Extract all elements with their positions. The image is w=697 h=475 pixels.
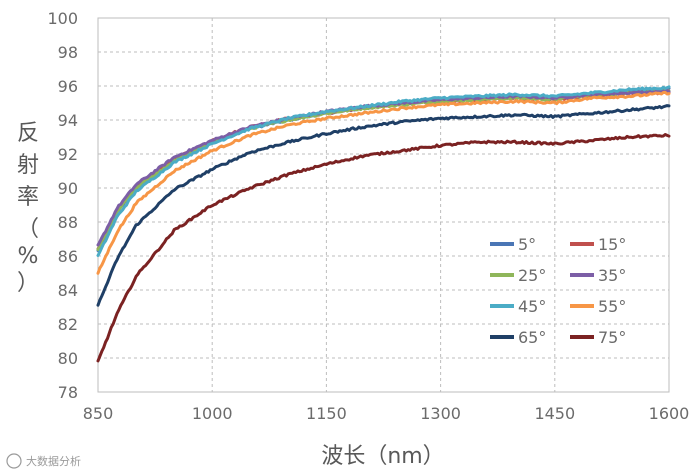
y-tick-label: 92 [58, 145, 78, 164]
x-tick-label: 850 [83, 404, 114, 423]
y-tick-label: 84 [58, 281, 78, 300]
y-axis-title-char: 射 [17, 153, 39, 178]
x-tick-label: 1150 [306, 404, 347, 423]
y-axis-title-char: （ [17, 217, 39, 242]
x-tick-label: 1600 [649, 404, 690, 423]
watermark: 大数据分析 [6, 453, 81, 469]
x-axis-ticks: 850 1000 1150 1300 1450 1600 [83, 404, 690, 423]
legend-label: 25° [518, 266, 546, 285]
series-line-45deg [96, 85, 671, 257]
y-axis-title: 反射率 （%） [17, 121, 39, 296]
legend-label: 55° [598, 297, 626, 316]
y-tick-label: 96 [58, 77, 78, 96]
y-tick-label: 100 [47, 9, 78, 28]
y-tick-label: 80 [58, 349, 78, 368]
y-tick-label: 88 [58, 213, 78, 232]
x-tick-label: 1000 [192, 404, 233, 423]
y-axis-title-char: 反 [17, 121, 39, 146]
series-line-75deg [96, 133, 671, 363]
legend-label: 65° [518, 328, 546, 347]
x-tick-label: 1450 [534, 404, 575, 423]
y-tick-label: 98 [58, 43, 78, 62]
y-tick-label: 78 [58, 383, 78, 402]
series-line-65deg [96, 104, 671, 307]
x-axis-title: 波长（nm） [321, 444, 444, 469]
y-tick-label: 90 [58, 179, 78, 198]
x-tick-label: 1300 [420, 404, 461, 423]
legend-label: 35° [598, 266, 626, 285]
y-tick-label: 86 [58, 247, 78, 266]
y-tick-label: 82 [58, 315, 78, 334]
series-lines [96, 85, 671, 363]
watermark-logo-icon [6, 453, 22, 469]
plot-frame [97, 17, 670, 393]
legend: 5° 15° 25° 35° 45° 55° 65° 75° [490, 235, 626, 347]
legend-label: 75° [598, 328, 626, 347]
legend-label: 15° [598, 235, 626, 254]
y-axis-title-char: 率 [17, 185, 39, 210]
series-line-55deg [96, 90, 671, 275]
y-axis-title-char: ） [17, 271, 39, 296]
watermark-text: 大数据分析 [26, 454, 81, 468]
legend-label: 45° [518, 297, 546, 316]
legend-label: 5° [518, 235, 536, 254]
y-axis-ticks: 78 80 82 84 86 88 90 92 94 96 98 100 [47, 9, 78, 402]
y-axis-title-char: % [18, 244, 39, 269]
y-tick-label: 94 [58, 111, 78, 130]
